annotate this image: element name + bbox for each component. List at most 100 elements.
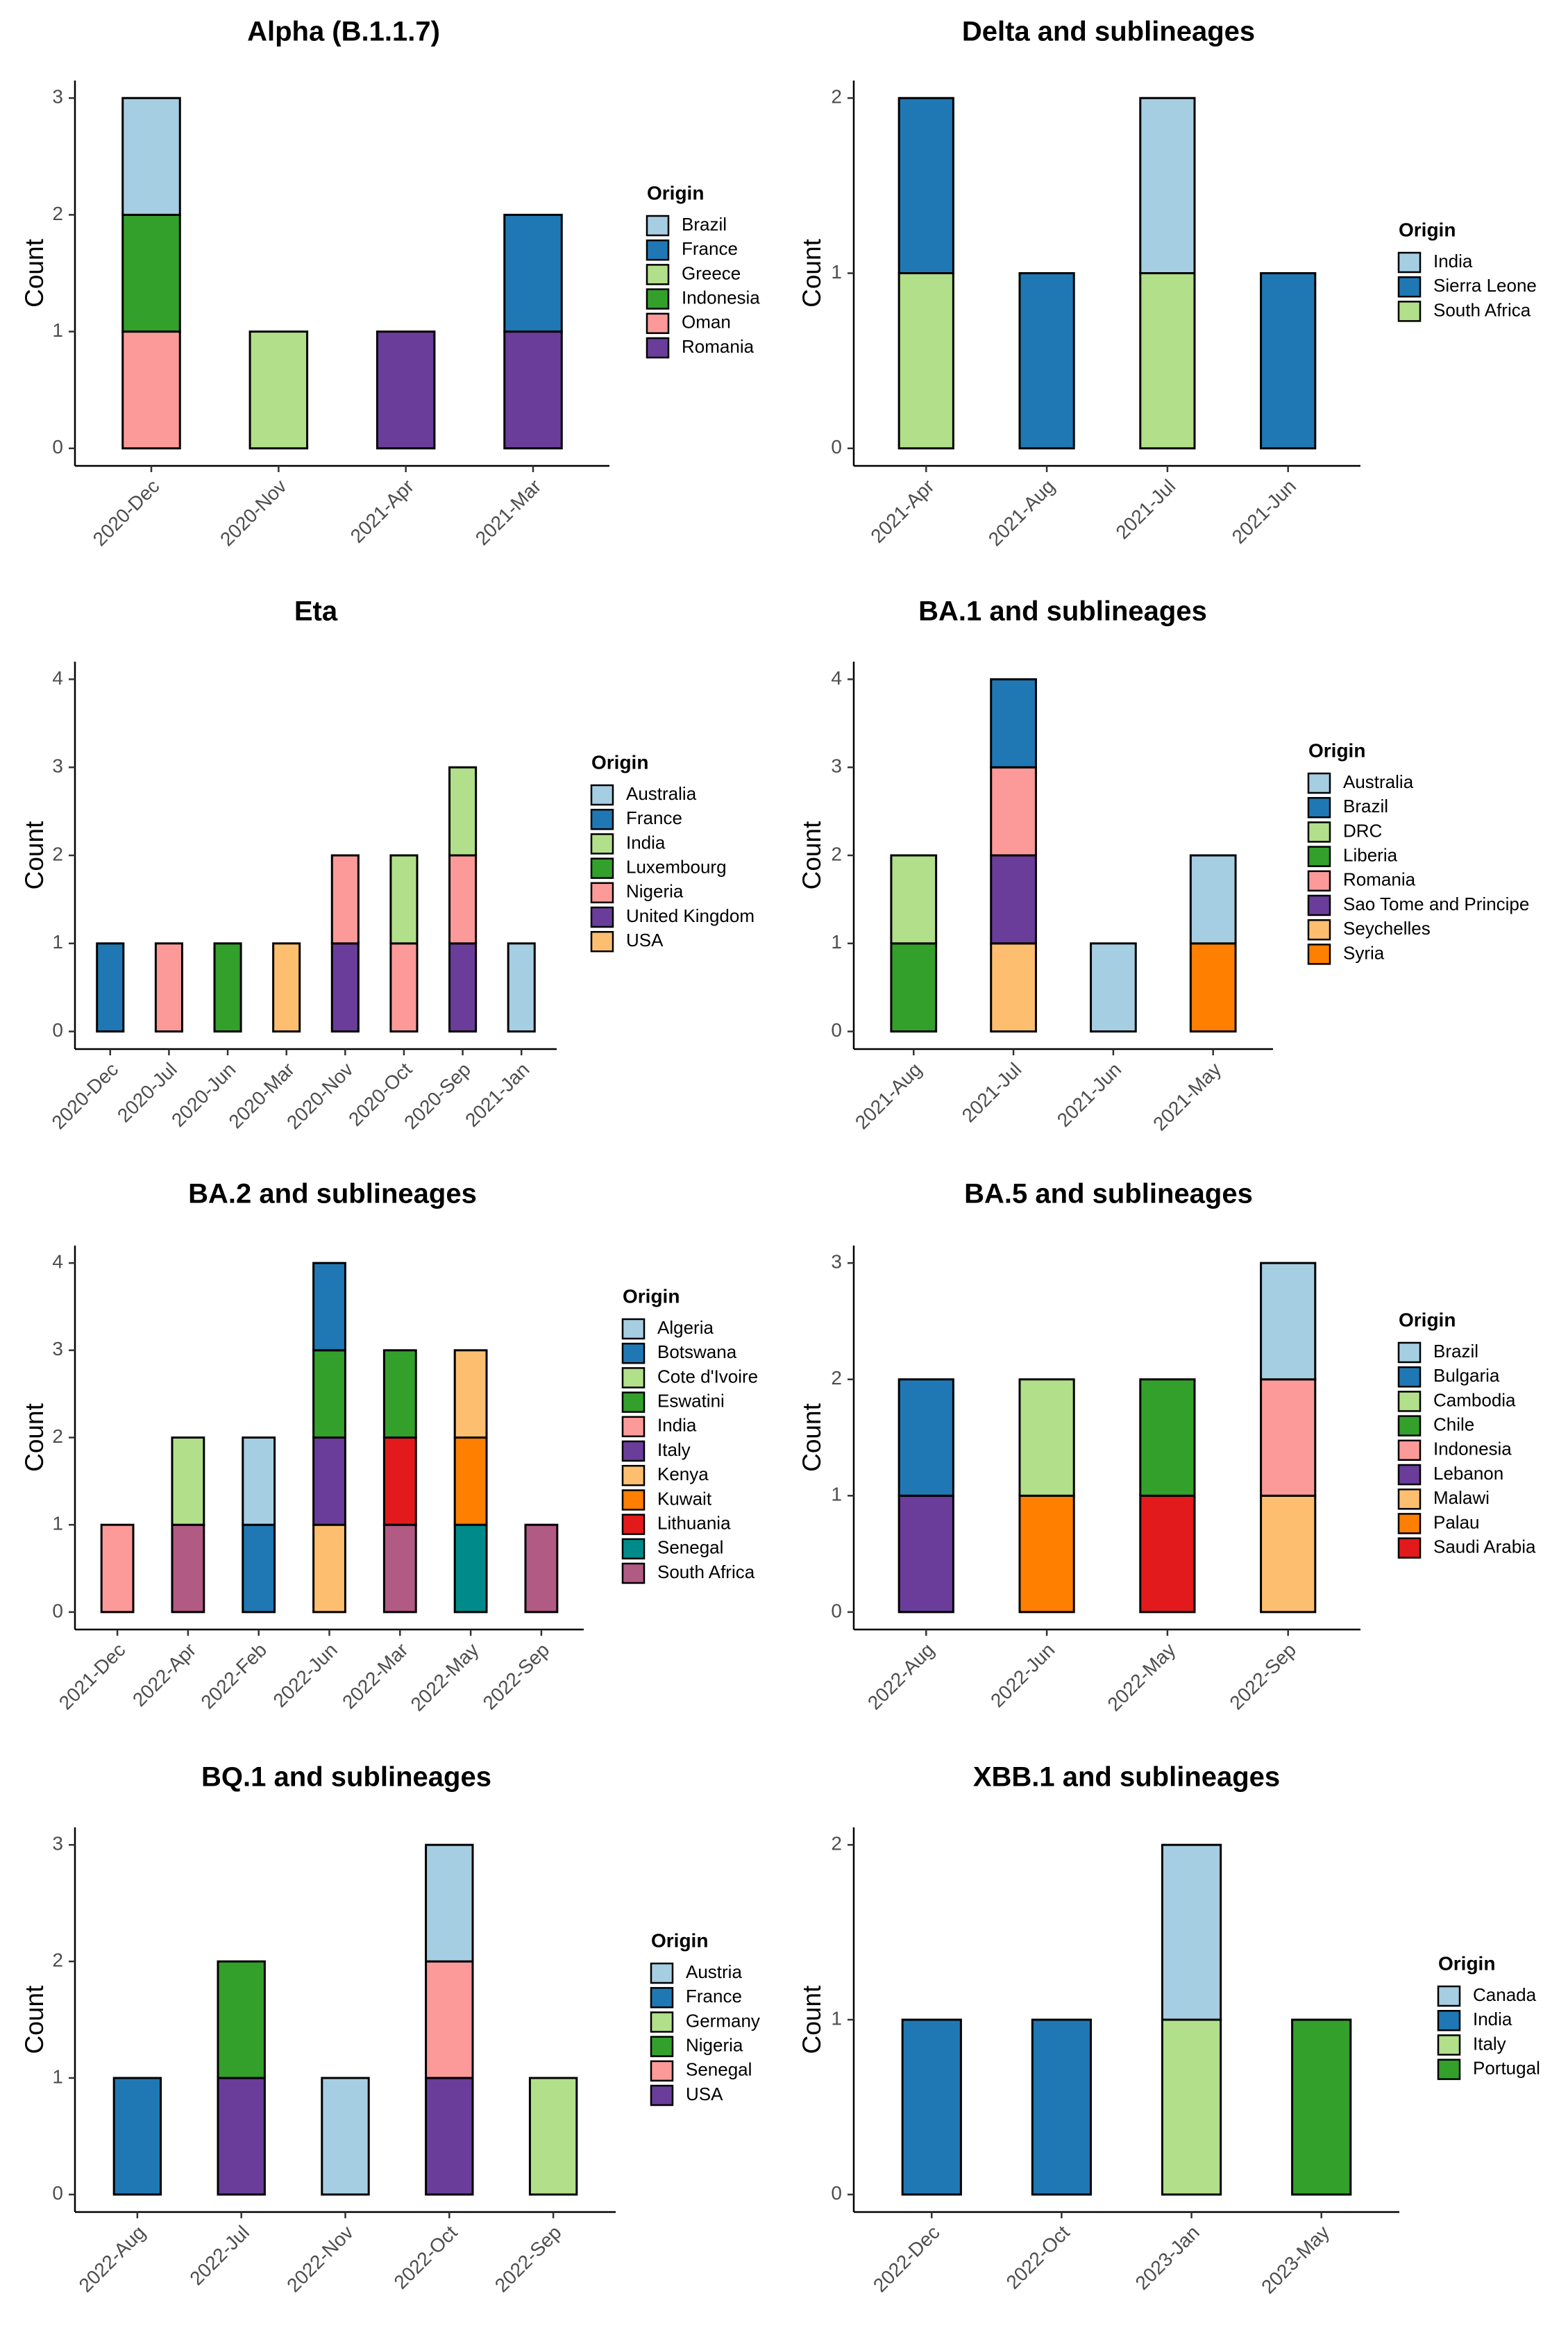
legend-label-indonesia: Indonesia bbox=[1433, 1439, 1512, 1459]
bar-segment-2022-oct-austria bbox=[425, 1843, 474, 1963]
bar-segment-2021-jul-south-africa bbox=[1139, 272, 1196, 450]
y-tick-label: 1 bbox=[831, 931, 842, 953]
legend-swatch-germany bbox=[650, 2011, 674, 2033]
legend-swatch-south-africa bbox=[621, 1562, 646, 1584]
legend-label-saudi-arabia: Saudi Arabia bbox=[1433, 1536, 1536, 1557]
bar-segment-2022-aug-lebanon bbox=[897, 1494, 954, 1614]
legend-label-senegal: Senegal bbox=[657, 1537, 723, 1558]
chart-title: Alpha (B.1.1.7) bbox=[247, 17, 440, 47]
x-tick-label: 2023-May bbox=[1257, 2222, 1333, 2298]
bar-segment-2022-mar-south-africa bbox=[382, 1523, 417, 1614]
bar-segment-2020-jul-nigeria bbox=[154, 942, 183, 1033]
chart-title: Delta and sublineages bbox=[962, 17, 1255, 47]
bar-segment-2022-may-senegal bbox=[453, 1523, 488, 1614]
chart-title: BA.2 and sublineages bbox=[188, 1179, 477, 1209]
x-tick-label: 2022-Sep bbox=[1225, 1639, 1300, 1714]
legend-swatch-cambodia bbox=[1397, 1391, 1422, 1412]
x-tick-label: 2022-Feb bbox=[196, 1639, 271, 1714]
legend-swatch-brazil bbox=[1307, 796, 1331, 819]
y-tick-label: 4 bbox=[52, 667, 63, 689]
y-tick-label: 3 bbox=[52, 86, 63, 108]
legend-swatch-malawi bbox=[1397, 1488, 1422, 1510]
bar-segment-2022-apr-cote-d-ivoire bbox=[171, 1436, 205, 1526]
legend-label-australia: Australia bbox=[626, 783, 697, 804]
legend-label-indonesia: Indonesia bbox=[682, 287, 760, 308]
y-axis-label: Count bbox=[798, 1985, 826, 2054]
bar-segment-2021-aug-sierra-leone bbox=[1018, 272, 1075, 450]
legend-swatch-drc bbox=[1307, 821, 1331, 843]
bar-segment-2022-nov-austria bbox=[321, 2077, 370, 2196]
y-tick-label: 3 bbox=[52, 1833, 63, 1854]
legend-label-south-africa: South Africa bbox=[657, 1561, 755, 1582]
legend-swatch-india bbox=[1437, 2009, 1461, 2032]
legend-swatch-kenya bbox=[621, 1464, 646, 1486]
bar-segment-2022-oct-india bbox=[1031, 2018, 1093, 2196]
bar-segment-2021-dec-india bbox=[100, 1523, 135, 1614]
legend-swatch-cote-d-ivoire bbox=[621, 1367, 646, 1389]
legend-swatch-brazil bbox=[1397, 1341, 1422, 1364]
bar-segment-2020-sep-nigeria bbox=[448, 854, 478, 945]
legend-swatch-liberia bbox=[1307, 846, 1331, 867]
legend-swatch-oman bbox=[646, 312, 670, 335]
bar-segment-2022-feb-algeria bbox=[242, 1436, 276, 1526]
bar-segment-2022-jun-cambodia bbox=[1018, 1378, 1075, 1497]
legend-swatch-india bbox=[590, 833, 614, 855]
legend-label-france: France bbox=[626, 807, 682, 828]
x-tick-label: 2022-Jul bbox=[185, 2222, 253, 2290]
y-tick-label: 0 bbox=[831, 1019, 842, 1041]
bar-segment-2022-mar-eswatini bbox=[382, 1349, 417, 1439]
legend-label-nigeria: Nigeria bbox=[686, 2034, 743, 2055]
x-tick-label: 2022-Oct bbox=[389, 2221, 462, 2293]
bar-segment-2021-jul-sao-tome-and-principe bbox=[990, 854, 1037, 945]
legend-swatch-luxembourg bbox=[590, 857, 614, 879]
legend-label-lebanon: Lebanon bbox=[1433, 1463, 1503, 1484]
bar-segment-2022-may-saudi-arabia bbox=[1139, 1494, 1196, 1614]
bar-segment-2020-sep-india bbox=[448, 766, 478, 857]
chart-title: BQ.1 and sublineages bbox=[201, 1762, 491, 1793]
bar-segment-2020-mar-usa bbox=[272, 942, 301, 1033]
bar-segment-2023-jan-canada bbox=[1161, 1843, 1222, 2021]
x-tick-label: 2020-Nov bbox=[216, 476, 291, 551]
chart-panel-eta: EtaCount012342020-Dec2020-Jul2020-Jun202… bbox=[20, 596, 755, 1134]
bar-segment-2022-may-kenya bbox=[453, 1349, 488, 1439]
bar-segment-2022-dec-india bbox=[901, 2018, 962, 2196]
legend-swatch-indonesia bbox=[646, 288, 670, 310]
legend: Origin Brazil France Greece Indonesia Oman Rom… bbox=[646, 182, 760, 359]
legend-title: Origin bbox=[1399, 219, 1456, 240]
bar-segment-2022-sep-indonesia bbox=[1260, 1378, 1317, 1497]
legend-label-bulgaria: Bulgaria bbox=[1433, 1365, 1500, 1386]
legend-label-chile: Chile bbox=[1433, 1414, 1474, 1434]
bar-segment-2022-jun-palau bbox=[1018, 1494, 1075, 1614]
y-tick-label: 4 bbox=[52, 1251, 63, 1273]
bar-segment-2022-oct-senegal bbox=[425, 1960, 474, 2079]
bar-segment-2021-jul-romania bbox=[990, 766, 1037, 857]
y-tick-label: 1 bbox=[52, 319, 63, 341]
x-tick-label: 2021-Jan bbox=[461, 1059, 533, 1131]
y-tick-label: 0 bbox=[831, 1600, 842, 1621]
x-tick-label: 2020-Dec bbox=[47, 1059, 122, 1134]
legend-swatch-nigeria bbox=[650, 2036, 674, 2057]
legend-label-australia: Australia bbox=[1343, 771, 1414, 792]
bar-segment-2022-jun-botswana bbox=[312, 1262, 346, 1352]
bar-segment-2021-aug-drc bbox=[890, 854, 938, 945]
bar-segment-2022-may-kuwait bbox=[453, 1436, 488, 1526]
x-tick-label: 2021-Aug bbox=[984, 476, 1059, 551]
bar-segment-2022-oct-usa bbox=[425, 2077, 474, 2196]
chart-title: XBB.1 and sublineages bbox=[973, 1762, 1280, 1793]
y-axis-label: Count bbox=[798, 821, 826, 889]
bar-segment-2022-jul-nigeria bbox=[217, 1960, 266, 2079]
legend-label-nigeria: Nigeria bbox=[626, 881, 684, 902]
bar-segment-2021-jun-sierra-leone bbox=[1260, 272, 1317, 450]
chart-title: BA.5 and sublineages bbox=[964, 1179, 1253, 1209]
x-tick-label: 2021-May bbox=[1149, 1059, 1225, 1135]
legend-swatch-greece bbox=[646, 264, 670, 285]
bar-segment-2021-mar-romania bbox=[503, 330, 563, 450]
legend-swatch-botswana bbox=[621, 1342, 646, 1364]
legend-label-syria: Syria bbox=[1343, 942, 1385, 963]
bar-segment-2021-apr-romania bbox=[376, 330, 436, 450]
legend-label-liberia: Liberia bbox=[1343, 844, 1398, 865]
chart-panel-xbb-1-and-sublineages: XBB.1 and sublineages Count 0 1 2 2022-Dec 202… bbox=[798, 1762, 1540, 2298]
x-tick-label: 2021-Mar bbox=[471, 476, 546, 550]
y-axis-label: Count bbox=[798, 238, 826, 307]
